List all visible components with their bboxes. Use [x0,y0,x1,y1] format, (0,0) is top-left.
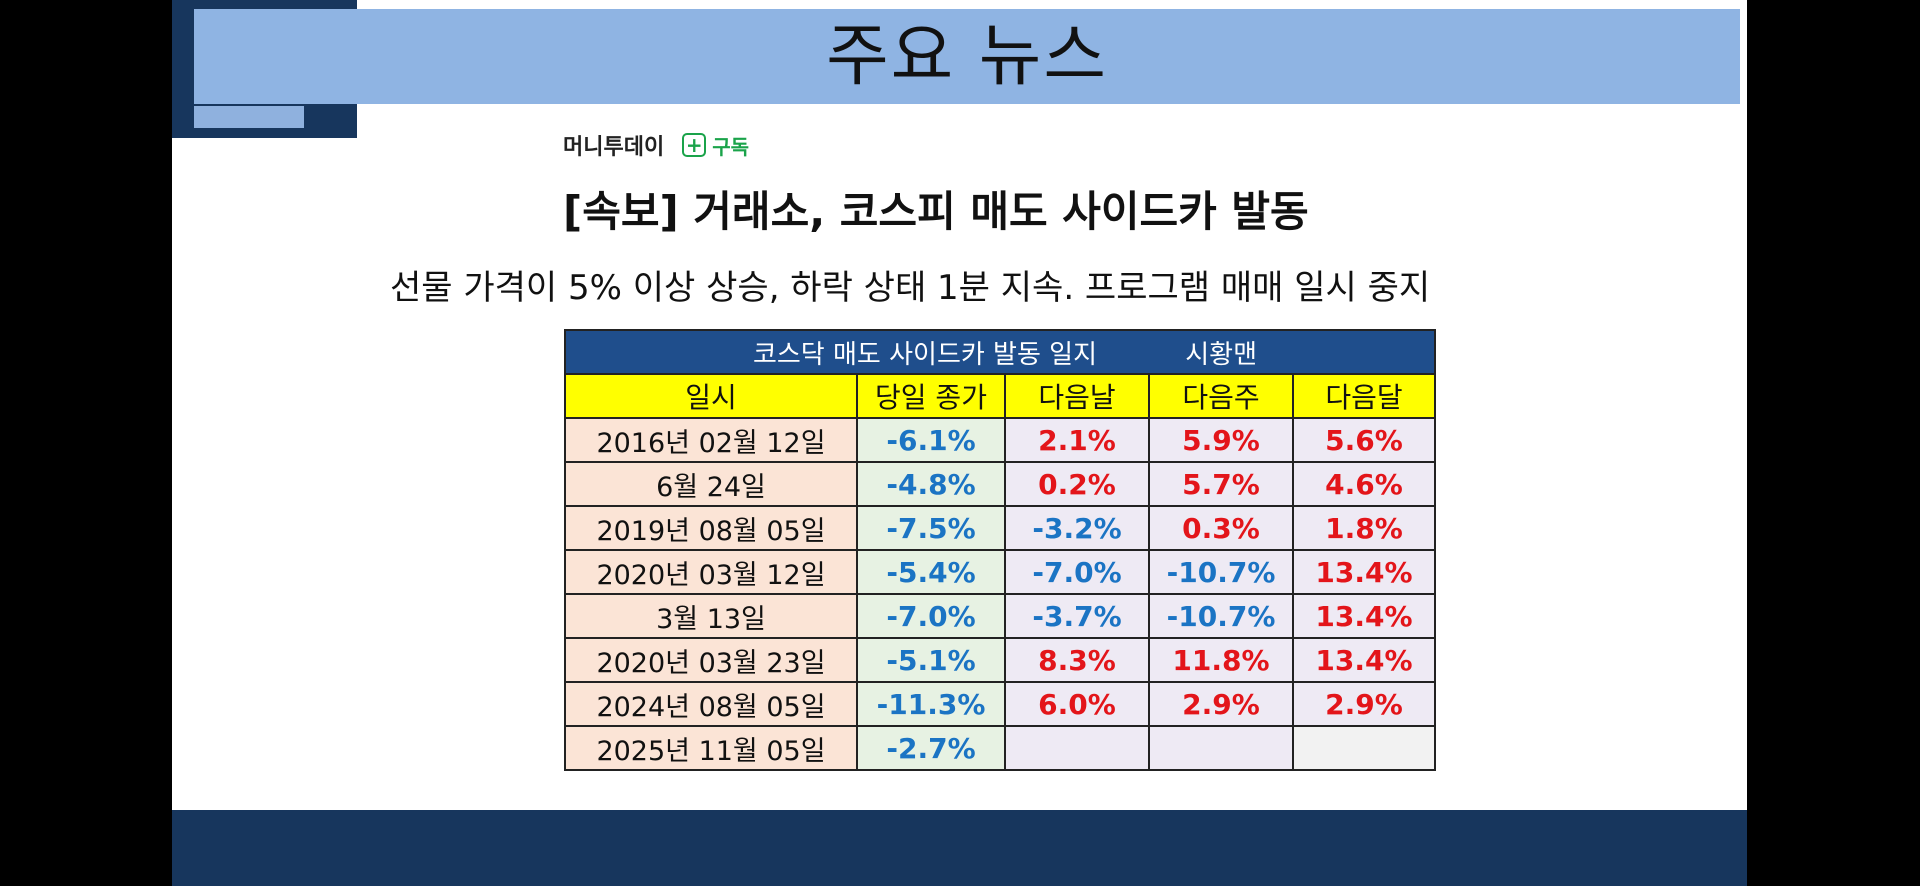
corner-accent [194,106,304,128]
value-cell: -7.0% [856,593,1006,639]
column-header: 다음달 [1292,373,1436,419]
date-cell: 3월 13일 [564,593,858,639]
value-cell: 5.6% [1292,417,1436,463]
value-cell: 13.4% [1292,637,1436,683]
value-cell: -4.8% [856,461,1006,507]
column-header: 다음날 [1004,373,1150,419]
date-cell: 2020년 03월 12일 [564,549,858,595]
title-bar: 주요 뉴스 [194,9,1740,104]
value-cell: -10.7% [1148,549,1294,595]
table-author: 시황맨 [1185,339,1258,370]
value-cell: -3.7% [1004,593,1150,639]
column-header: 일시 [564,373,858,419]
footer-bar [172,810,1747,886]
date-cell: 2025년 11월 05일 [564,725,858,771]
value-cell: -7.0% [1004,549,1150,595]
value-cell: -3.2% [1004,505,1150,551]
sidecar-table: 코스닥 매도 사이드카 발동 일지 시황맨 일시 당일 종가 다음날 다음주 다… [564,329,1436,771]
value-cell: 5.7% [1148,461,1294,507]
value-cell: 8.3% [1004,637,1150,683]
news-headline: [속보] 거래소, 코스피 매도 사이드카 발동 [563,187,1309,236]
table-row: 6월 24일 -4.8% 0.2% 5.7% 4.6% [564,461,1436,507]
table-title-cell: 코스닥 매도 사이드카 발동 일지 시황맨 [564,329,1436,375]
value-cell: 0.2% [1004,461,1150,507]
value-cell: 4.6% [1292,461,1436,507]
table-row: 2016년 02월 12일 -6.1% 2.1% 5.9% 5.6% [564,417,1436,463]
date-cell: 2020년 03월 23일 [564,637,858,683]
value-cell: 2.9% [1148,681,1294,727]
value-cell: 0.3% [1148,505,1294,551]
value-cell: -7.5% [856,505,1006,551]
value-cell: -11.3% [856,681,1006,727]
value-cell: 13.4% [1292,593,1436,639]
subscribe-label: 구독 [712,134,750,159]
table-row: 2025년 11월 05일 -2.7% [564,725,1436,771]
news-subline: 선물 가격이 5% 이상 상승, 하락 상태 1분 지속. 프로그램 매매 일시… [390,268,1431,308]
date-cell: 2019년 08월 05일 [564,505,858,551]
column-header: 당일 종가 [856,373,1006,419]
value-cell: 2.9% [1292,681,1436,727]
date-cell: 6월 24일 [564,461,858,507]
table-row: 3월 13일 -7.0% -3.7% -10.7% 13.4% [564,593,1436,639]
value-cell: 5.9% [1148,417,1294,463]
slide-title: 주요 뉴스 [826,17,1108,96]
value-cell: 11.8% [1148,637,1294,683]
date-cell: 2024년 08월 05일 [564,681,858,727]
value-cell [1292,725,1436,771]
table-title-row: 코스닥 매도 사이드카 발동 일지 시황맨 [564,329,1436,375]
table-row: 2024년 08월 05일 -11.3% 6.0% 2.9% 2.9% [564,681,1436,727]
value-cell: -10.7% [1148,593,1294,639]
table-row: 2019년 08월 05일 -7.5% -3.2% 0.3% 1.8% [564,505,1436,551]
column-header: 다음주 [1148,373,1294,419]
value-cell: 2.1% [1004,417,1150,463]
table-row: 2020년 03월 23일 -5.1% 8.3% 11.8% 13.4% [564,637,1436,683]
news-source-name: 머니투데이 [563,135,665,160]
value-cell: 1.8% [1292,505,1436,551]
table-body: 2016년 02월 12일 -6.1% 2.1% 5.9% 5.6% 6월 24일 -4.8… [564,417,1436,771]
value-cell: -6.1% [856,417,1006,463]
table-header-row: 일시 당일 종가 다음날 다음주 다음달 [564,373,1436,419]
slide: 주요 뉴스 머니투데이 + 구독 [속보] 거래소, 코스피 매도 사이드카 발… [172,0,1747,886]
value-cell: -5.1% [856,637,1006,683]
value-cell [1004,725,1150,771]
value-cell: -5.4% [856,549,1006,595]
value-cell: -2.7% [856,725,1006,771]
subscribe-button[interactable]: + 구독 [682,131,749,160]
plus-icon: + [682,133,707,157]
value-cell: 13.4% [1292,549,1436,595]
table-title: 코스닥 매도 사이드카 발동 일지 [752,339,1097,370]
news-source-row: 머니투데이 + 구독 [563,128,749,162]
value-cell [1148,725,1294,771]
date-cell: 2016년 02월 12일 [564,417,858,463]
value-cell: 6.0% [1004,681,1150,727]
table-row: 2020년 03월 12일 -5.4% -7.0% -10.7% 13.4% [564,549,1436,595]
